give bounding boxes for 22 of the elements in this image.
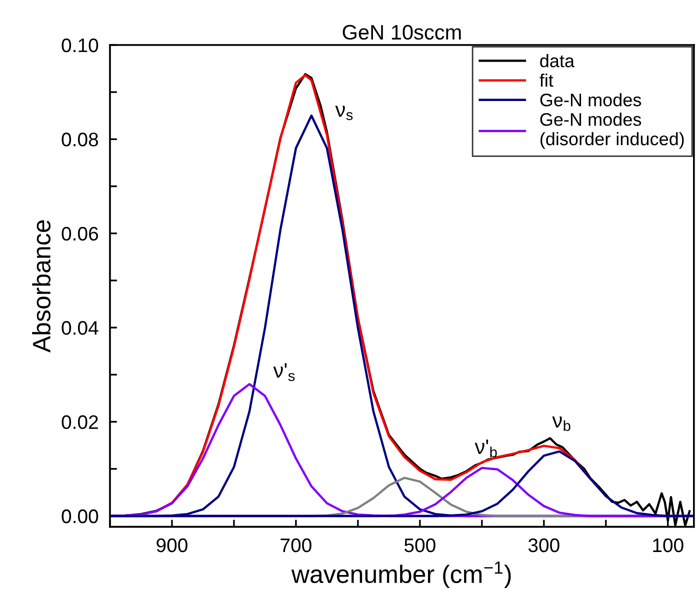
x-axis-title: wavenumber (cm$^{−1}$) [291, 562, 511, 588]
annotation: ν$_{s}$ [335, 106, 353, 120]
y-tick-label: 0.04 [62, 321, 98, 335]
y-tick-label: 0.02 [62, 415, 98, 430]
y-tick-label: 0.10 [62, 38, 98, 52]
x-tick-label: 500 [404, 538, 436, 552]
x-tick-label: 100 [653, 538, 684, 552]
x-tick-label: 700 [280, 538, 312, 552]
chart-title: GeN 10sccm [342, 24, 461, 40]
y-tick-label: 0.06 [62, 226, 98, 241]
legend-label: data [540, 54, 575, 68]
x-tick-label: 900 [156, 538, 188, 552]
annotation: ν'$_{s}$ [273, 363, 295, 382]
legend-label: Ge-N modes (disorder induced) [540, 112, 684, 149]
x-tick-label: 300 [528, 538, 560, 552]
annotation: ν'$_{b}$ [474, 440, 497, 458]
y-tick-label: 0.08 [62, 132, 98, 146]
legend-label: Ge-N modes [540, 93, 642, 106]
annotation: ν$_{b}$ [552, 416, 570, 431]
y-tick-label: 0.00 [62, 509, 98, 524]
y-axis-title: Absorbance [32, 220, 51, 353]
legend-label: fit [540, 74, 554, 87]
